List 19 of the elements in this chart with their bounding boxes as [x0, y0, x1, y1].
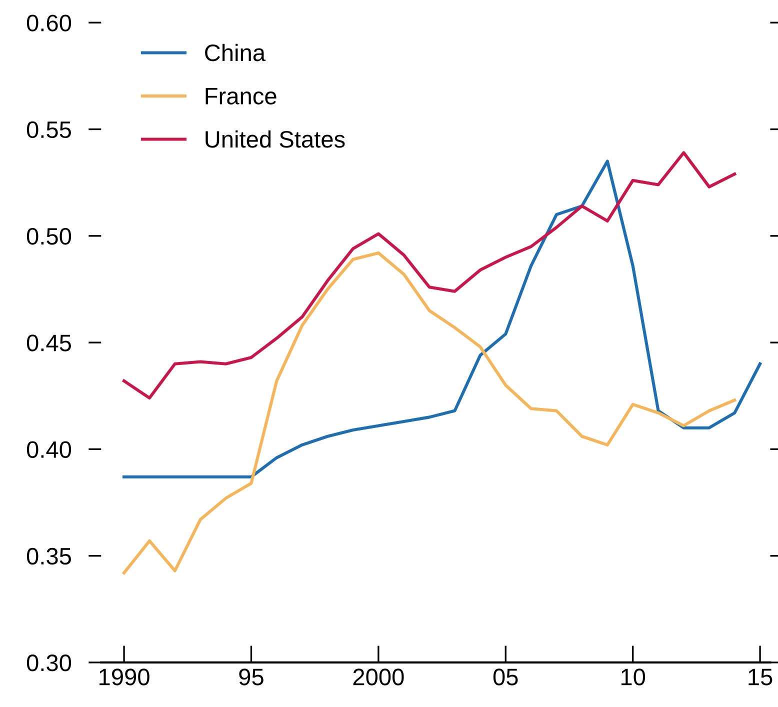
line-series: [122, 160, 762, 478]
x-tick-label: 1990: [100, 668, 150, 686]
x-tick-label: 15: [748, 668, 772, 686]
line-series: [122, 251, 736, 574]
y-tick-label: 0.40: [26, 441, 72, 458]
legend-label: China: [205, 44, 266, 62]
x-tick-label: 95: [239, 668, 264, 686]
y-tick-label: 0.30: [26, 654, 72, 672]
x-tick-label: 2000: [353, 668, 404, 686]
legend-label: France: [206, 88, 276, 104]
y-tick-label: 0.60: [26, 14, 72, 32]
y-tick-label: 0.35: [26, 548, 71, 565]
y-tick-label: 0.50: [26, 228, 72, 245]
y-tick-label: 0.45: [26, 334, 71, 352]
y-tick-label: 0.55: [26, 121, 71, 138]
line-series: [122, 151, 736, 400]
x-tick-label: 10: [622, 668, 646, 686]
legend-label: United States: [206, 130, 345, 148]
x-tick-label: 05: [493, 668, 518, 686]
